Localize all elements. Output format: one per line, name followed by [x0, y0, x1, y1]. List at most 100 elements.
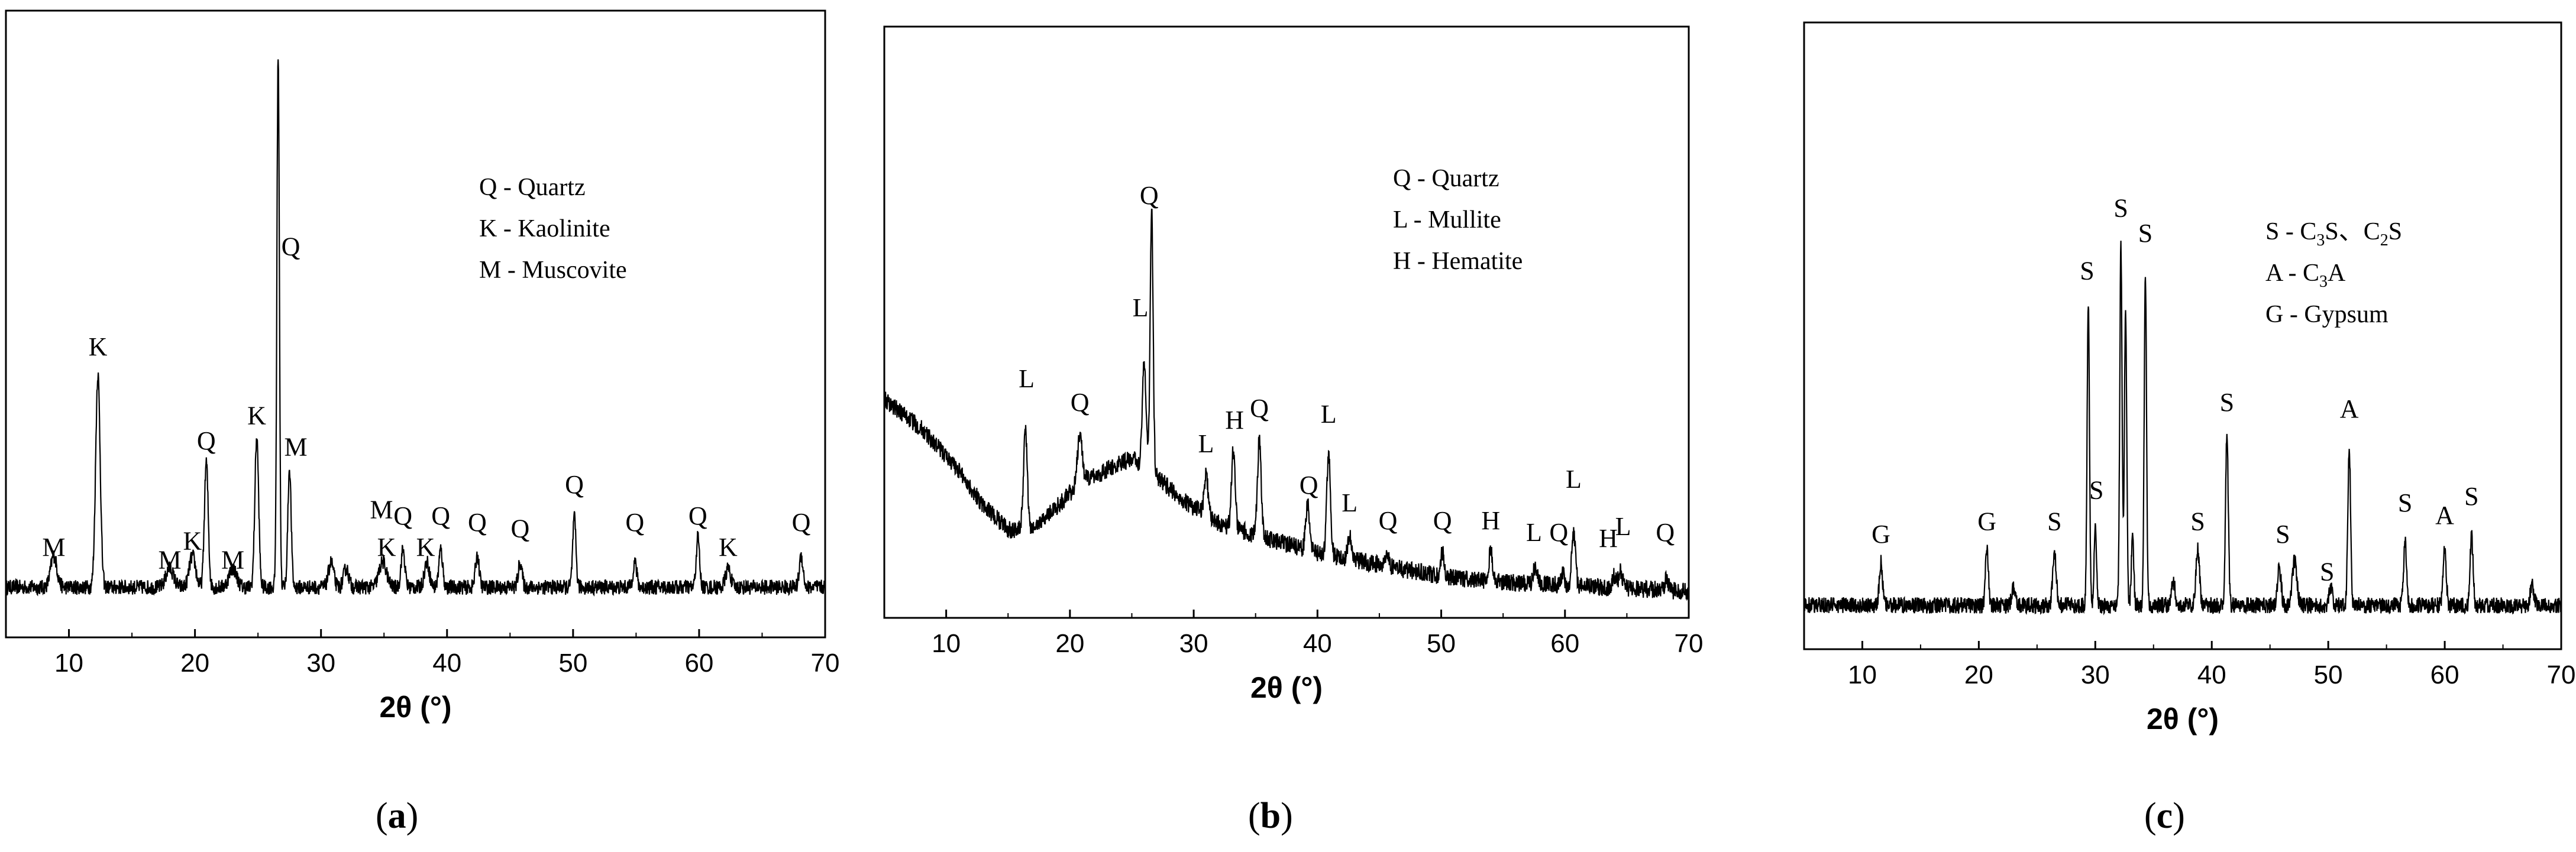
peak-label: G [1977, 507, 1996, 536]
x-axis-label: 2θ (°) [379, 691, 451, 724]
peak-label: Q [1140, 181, 1159, 210]
peak-label: L [1342, 488, 1358, 517]
xrd-pattern-line [883, 208, 1690, 601]
legend-entry: H - Hematite [1393, 248, 1523, 275]
caption-c: (c) [2144, 796, 2185, 836]
plot-frame [1803, 21, 2562, 650]
peak-label: L [1321, 400, 1337, 429]
peak-label: S [2113, 194, 2128, 223]
x-tick-label: 30 [2081, 660, 2110, 689]
peak-label: M [42, 533, 65, 562]
peak-label: Q [792, 508, 811, 537]
peak-label: K [89, 332, 108, 361]
peak-label: Q [510, 514, 529, 543]
peak-label: L [1133, 293, 1149, 322]
legend-entry: Q - Quartz [1393, 165, 1499, 192]
peak-label: L [1566, 465, 1582, 494]
peak-label: Q [282, 232, 300, 261]
peak-label: S [2398, 488, 2412, 517]
peak-label: Q [431, 501, 450, 530]
peak-label: S [2089, 476, 2103, 505]
peak-label: S [2080, 257, 2094, 286]
x-tick-label: 20 [180, 649, 209, 678]
legend-entry: G - Gypsum [2265, 301, 2388, 328]
caption-b: (b) [1248, 796, 1293, 836]
x-tick-label: 60 [1550, 629, 1579, 658]
peak-label: Q [689, 501, 707, 530]
x-tick-label: 50 [2314, 660, 2343, 689]
peak-label: S [2320, 557, 2334, 586]
x-tick-label: 50 [1427, 629, 1456, 658]
x-tick-label: 50 [558, 649, 587, 678]
peak-label: G [1872, 520, 1890, 549]
plot-frame [883, 25, 1690, 619]
peak-label: Q [1656, 518, 1675, 547]
x-tick-label: 60 [684, 649, 713, 678]
caption-a: (a) [376, 796, 419, 836]
x-axis-label: 2θ (°) [2147, 702, 2219, 736]
xrd-pattern-line [5, 59, 826, 597]
peak-label: M [370, 495, 393, 524]
peak-label: A [2340, 394, 2359, 423]
x-tick-label: 20 [1964, 660, 1993, 689]
x-tick-label: 30 [1179, 629, 1208, 658]
plot-frame [5, 9, 826, 639]
x-tick-label: 10 [1848, 660, 1877, 689]
peak-label: K [377, 533, 396, 562]
peak-label: K [416, 533, 435, 562]
x-tick-label: 40 [2197, 660, 2226, 689]
x-tick-label: 60 [2430, 660, 2459, 689]
peak-label: M [221, 545, 244, 574]
peak-label: Q [1300, 471, 1318, 500]
peak-label: S [2047, 507, 2061, 536]
x-tick-label: 20 [1055, 629, 1084, 658]
legend-entry: M - Muscovite [479, 257, 627, 284]
x-tick-label: 40 [432, 649, 461, 678]
peak-label: K [247, 401, 266, 430]
peak-label: S [2190, 507, 2205, 536]
peak-label: S [2138, 219, 2152, 248]
peak-label: H [1225, 406, 1244, 435]
xrd-pattern-line [1803, 241, 2562, 615]
peak-label: M [158, 545, 181, 574]
peak-label: S [2464, 482, 2478, 511]
peak-label: A [2435, 501, 2454, 530]
legend-entry: S - C3S、C2S [2265, 218, 2402, 250]
legend-entry: Q - Quartz [479, 174, 586, 201]
peak-label: Q [625, 508, 644, 537]
peak-label: H [1599, 524, 1618, 553]
peak-label: S [2276, 520, 2290, 549]
peak-label: L [1526, 518, 1542, 547]
peak-label: L [1615, 512, 1631, 541]
peak-label: Q [1250, 394, 1269, 423]
legend-entry: K - Kaolinite [479, 215, 610, 242]
x-tick-label: 30 [306, 649, 335, 678]
peak-label: S [2220, 388, 2234, 417]
x-tick-label: 40 [1303, 629, 1332, 658]
legend-entry: L - Mullite [1393, 206, 1501, 234]
peak-label: Q [1379, 506, 1398, 535]
legend-entry: A - C3A [2265, 260, 2346, 291]
peak-label: M [285, 433, 308, 462]
peak-label: L [1019, 364, 1035, 393]
x-tick-label: 10 [54, 649, 83, 678]
peak-label: K [719, 533, 738, 562]
peak-label: L [1198, 429, 1214, 458]
peak-label: Q [1549, 518, 1568, 547]
peak-label: Q [197, 426, 216, 455]
peak-label: Q [565, 470, 584, 499]
peak-label: H [1481, 506, 1500, 535]
x-tick-label: 10 [932, 629, 961, 658]
peak-label: K [183, 527, 202, 556]
x-axis-label: 2θ (°) [1250, 671, 1323, 704]
peak-label: Q [393, 501, 412, 530]
peak-label: Q [1433, 506, 1452, 535]
x-tick-label: 70 [811, 649, 840, 678]
peak-label: Q [1071, 388, 1090, 417]
peak-label: Q [468, 508, 487, 537]
x-tick-label: 70 [2547, 660, 2576, 689]
x-tick-label: 70 [1675, 629, 1704, 658]
